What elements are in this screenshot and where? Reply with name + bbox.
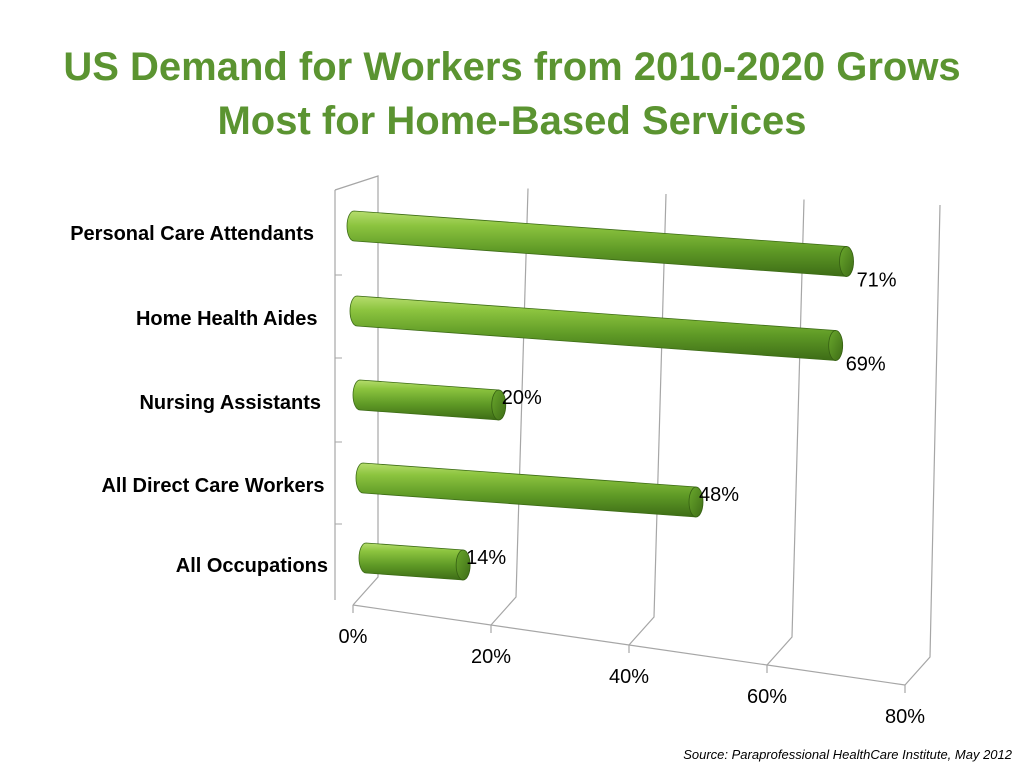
chart-title: US Demand for Workers from 2010-2020 Gro… bbox=[0, 40, 1024, 148]
source-note: Source: Paraprofessional HealthCare Inst… bbox=[683, 747, 1012, 762]
bar bbox=[352, 379, 507, 421]
label-layer: 0% 20% 40% 60% 80% 71% Personal Care Attendant… bbox=[70, 223, 925, 728]
bar-end-cap bbox=[491, 389, 507, 421]
x-tick-label: 0% bbox=[339, 626, 368, 648]
chart-title-line-2: Most for Home-Based Services bbox=[217, 99, 807, 143]
bar-body bbox=[358, 542, 464, 581]
side-wall bbox=[334, 175, 379, 606]
chart-title-line-1: US Demand for Workers from 2010-2020 Gro… bbox=[63, 45, 961, 89]
data-label: 48% bbox=[699, 484, 739, 506]
x-tick-label: 60% bbox=[747, 686, 787, 708]
data-label: 20% bbox=[502, 387, 542, 409]
bar bbox=[346, 210, 854, 277]
bar-end-cap bbox=[839, 246, 854, 277]
gridline bbox=[904, 204, 941, 686]
bar-body bbox=[352, 379, 500, 421]
bar-body bbox=[355, 462, 697, 518]
bar-layer bbox=[346, 210, 854, 581]
category-label: Personal Care Attendants bbox=[70, 223, 314, 245]
bar-body bbox=[349, 295, 837, 361]
bar bbox=[358, 542, 471, 581]
bar-end-cap bbox=[455, 549, 471, 581]
data-label: 69% bbox=[846, 354, 886, 376]
bar bbox=[355, 462, 704, 518]
data-label: 71% bbox=[857, 270, 897, 292]
x-tick-label: 80% bbox=[885, 706, 925, 728]
data-label: 14% bbox=[466, 547, 506, 569]
bar-body bbox=[346, 210, 847, 277]
bar-end-cap bbox=[828, 330, 844, 361]
x-tick-label: 40% bbox=[609, 666, 649, 688]
x-tick-label: 20% bbox=[471, 646, 511, 668]
category-label: All Occupations bbox=[176, 555, 328, 577]
category-label: Nursing Assistants bbox=[139, 392, 321, 414]
category-label: Home Health Aides bbox=[136, 308, 318, 330]
bar bbox=[349, 295, 844, 361]
category-label: All Direct Care Workers bbox=[101, 475, 324, 497]
bar-end-cap bbox=[688, 486, 704, 518]
